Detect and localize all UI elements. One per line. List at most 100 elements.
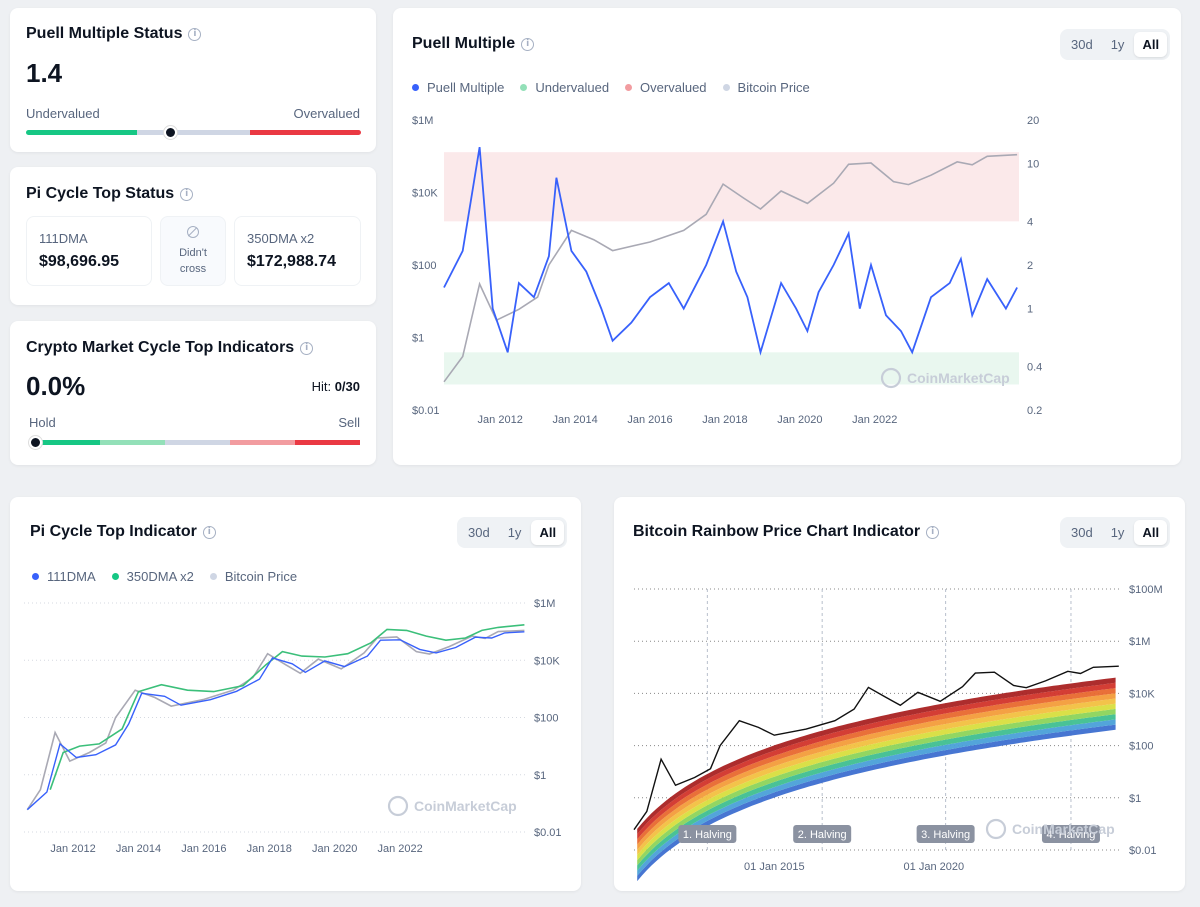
pi-chart-title: Pi Cycle Top Indicator i [30,523,216,541]
dma350-box: 350DMA x2 $172,988.74 [234,216,361,286]
y-tick: $1M [1129,636,1150,648]
watermark-text: CoinMarketCap [1012,821,1115,837]
legend-undervalued[interactable]: Undervalued [520,80,609,95]
coinmarketcap-logo-icon [985,818,1007,840]
dma350-value: $172,988.74 [247,253,336,270]
y-left-tick: $100 [412,260,436,272]
tab-all[interactable]: All [1134,32,1168,57]
cycle-top-gauge [35,440,360,445]
legend-bitcoin-price[interactable]: Bitcoin Price [722,80,810,95]
tab-1y[interactable]: 1y [1110,37,1125,52]
halving-badge [1041,825,1100,843]
watermark-text: CoinMarketCap [907,370,1010,386]
y-tick: $100M [1129,584,1163,596]
cross-status-box: Didn't cross [160,216,226,286]
coinmarketcap-logo-icon [880,367,902,389]
legend-label: 111DMA [47,569,96,584]
x-tick: Jan 2018 [702,414,747,426]
hit-value: 0/30 [334,379,360,394]
legend-label: Bitcoin Price [737,80,810,95]
halving-badge [678,825,737,843]
rainbow-chart-card: Bitcoin Rainbow Price Chart Indicator i … [614,497,1185,891]
puell-status-title: Puell Multiple Status i [26,25,202,43]
tab-1y[interactable]: 1y [507,525,522,540]
y-tick: $100 [1129,741,1153,753]
puell-multiple-line [443,146,1018,356]
legend-puell-multiple[interactable]: Puell Multiple [412,80,504,95]
y-tick: $0.01 [534,827,562,839]
pi-status-title-text: Pi Cycle Top Status [26,185,175,202]
pi-chart-plot: $1M $10K $100 $1 $0.01 Jan 2012 Jan 2014 Jan 20… [24,598,562,855]
halving-label: 3. Halving [921,829,970,841]
tab-1y[interactable]: 1y [1110,525,1125,540]
info-icon[interactable]: i [300,341,314,355]
pi-status-title: Pi Cycle Top Status i [26,185,194,203]
info-icon[interactable]: i [180,187,194,201]
pi-chart-title-text: Pi Cycle Top Indicator [30,523,197,540]
y-tick: $10K [534,655,560,667]
halving-label: 2. Halving [798,829,847,841]
tab-30d[interactable]: 30d [1071,37,1093,52]
y-left-tick: $10K [412,188,438,200]
x-tick: Jan 2016 [181,843,226,855]
puell-legend: Puell Multiple Undervalued Overvalued Bi… [412,80,810,95]
legend-350dma[interactable]: 350DMA x2 [111,569,194,584]
dma111-line [26,631,525,811]
info-icon[interactable]: i [188,27,202,41]
y-tick: $1 [534,770,546,782]
x-tick: Jan 2014 [116,843,161,855]
x-tick: Jan 2014 [552,414,597,426]
y-right-tick: 1 [1027,304,1033,316]
y-right-tick: 0.2 [1027,405,1042,417]
legend-bitcoin-price[interactable]: Bitcoin Price [209,569,297,584]
halving-label: 1. Halving [683,829,732,841]
cycle-top-title-text: Crypto Market Cycle Top Indicators [26,339,295,356]
pi-legend: 111DMA 350DMA x2 Bitcoin Price [32,569,297,584]
x-tick: Jan 2018 [247,843,292,855]
puell-chart-plot: $1M $10K $100 $1 $0.01 20 10 4 2 1 0.4 0.2 Jan 2012 J… [412,115,1042,426]
overvalued-zone [444,152,1019,222]
tab-30d[interactable]: 30d [1071,525,1093,540]
info-icon[interactable]: i [926,525,940,539]
info-icon[interactable]: i [521,37,535,51]
y-tick: $10K [1129,688,1155,700]
x-tick: Jan 2012 [478,414,523,426]
pi-chart-card: Pi Cycle Top Indicator i 30d 1y All 111D… [10,497,581,891]
y-right-tick: 2 [1027,260,1033,272]
info-icon[interactable]: i [202,525,216,539]
y-left-tick: $1 [412,333,424,345]
tab-all[interactable]: All [531,520,565,545]
rainbow-time-tabs: 30d 1y All [1060,517,1171,548]
legend-label: Puell Multiple [427,80,505,95]
not-crossed-icon [187,226,199,238]
hold-label: Hold [29,415,56,430]
dma350-label: 350DMA x2 [247,231,315,246]
watermark-text: CoinMarketCap [414,798,517,814]
legend-overvalued[interactable]: Overvalued [625,80,707,95]
dma111-value: $98,696.95 [39,253,120,270]
pi-time-tabs: 30d 1y All [457,517,568,548]
tab-all[interactable]: All [1134,520,1168,545]
x-tick: Jan 2012 [50,843,95,855]
cycle-gauge-marker [29,436,42,449]
dma111-box: 111DMA $98,696.95 [26,216,152,286]
puell-status-gauge [26,130,361,135]
halving-badge [793,825,852,843]
y-tick: $1 [1129,793,1141,805]
x-tick: 01 Jan 2020 [904,861,965,873]
y-tick: $0.01 [1129,845,1157,857]
tab-30d[interactable]: 30d [468,525,490,540]
cycle-top-card: Crypto Market Cycle Top Indicators i 0.0… [10,321,376,465]
legend-label: Overvalued [640,80,707,95]
legend-111dma[interactable]: 111DMA [32,569,96,584]
x-tick: Jan 2022 [852,414,897,426]
puell-gauge-marker [164,126,178,139]
x-tick: Jan 2020 [777,414,822,426]
x-tick: Jan 2016 [627,414,672,426]
overvalued-label: Overvalued [293,106,360,121]
sell-label: Sell [338,415,360,430]
coinmarketcap-logo-icon [387,795,409,817]
cycle-top-value: 0.0% [26,371,86,401]
y-right-tick: 20 [1027,115,1039,127]
legend-label: 350DMA x2 [126,569,194,584]
